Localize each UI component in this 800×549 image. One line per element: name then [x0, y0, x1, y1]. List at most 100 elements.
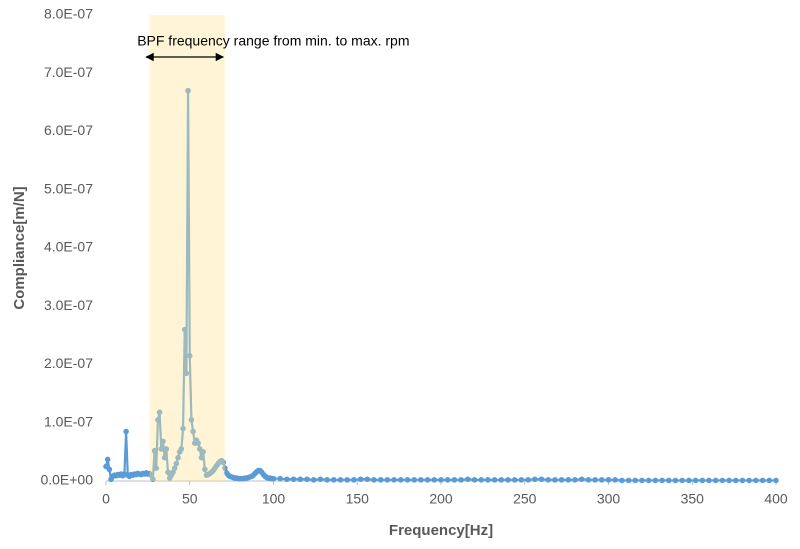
data-point [719, 477, 726, 484]
y-tick-label: 6.0E-07 [44, 122, 93, 138]
data-point [739, 477, 746, 484]
data-point [297, 476, 304, 483]
y-tick-label: 8.0E-07 [44, 6, 93, 22]
data-point [692, 477, 699, 484]
data-point [525, 477, 531, 483]
data-point [444, 477, 451, 483]
data-point [270, 475, 277, 482]
data-point [478, 477, 485, 483]
data-point [679, 477, 685, 484]
data-point [357, 476, 364, 483]
x-tick-label: 0 [102, 491, 110, 507]
x-tick-label: 350 [681, 491, 705, 507]
data-point [160, 438, 166, 445]
data-point [458, 477, 464, 483]
data-point [632, 477, 639, 484]
annotation-text: BPF frequency range from min. to max. rp… [137, 33, 409, 49]
data-point [733, 477, 739, 484]
data-point [161, 454, 168, 461]
data-point [173, 460, 180, 467]
data-point [151, 447, 158, 454]
data-point [465, 476, 471, 483]
data-point [753, 477, 759, 484]
data-point [317, 476, 324, 483]
data-point [104, 456, 111, 463]
y-tick-label: 3.0E-07 [44, 297, 93, 313]
data-point [304, 476, 310, 483]
data-point [686, 477, 692, 484]
data-point [404, 477, 411, 483]
data-point [198, 454, 205, 461]
data-point [186, 352, 193, 359]
y-tick-label: 0.0E+00 [40, 472, 93, 488]
data-point [371, 477, 377, 483]
data-point [773, 477, 779, 484]
data-point [666, 477, 672, 484]
data-point [645, 477, 652, 484]
data-point [200, 449, 206, 455]
data-point [485, 477, 491, 483]
x-tick-label: 200 [429, 491, 453, 507]
data-point [331, 477, 337, 483]
data-point [766, 477, 773, 484]
data-point [123, 428, 129, 435]
data-point [153, 465, 160, 471]
data-point [181, 326, 188, 333]
data-point [222, 465, 228, 471]
data-point [163, 446, 170, 452]
data-point [572, 477, 578, 483]
data-point [538, 476, 545, 483]
data-point [451, 477, 458, 483]
data-point [659, 477, 665, 484]
data-point [625, 477, 632, 484]
data-point [175, 454, 181, 461]
data-point [377, 477, 384, 483]
data-point [706, 477, 712, 484]
y-tick-label: 2.0E-07 [44, 355, 93, 371]
data-point [364, 476, 371, 483]
data-point [351, 477, 357, 483]
data-point [344, 477, 351, 483]
data-point [699, 477, 706, 484]
data-point [171, 465, 178, 471]
data-point [324, 477, 330, 483]
data-point [471, 477, 478, 483]
y-tick-label: 4.0E-07 [44, 239, 93, 255]
data-point [639, 477, 645, 484]
data-point [759, 477, 766, 484]
y-tick-label: 5.0E-07 [44, 180, 93, 196]
data-point [391, 477, 397, 483]
x-tick-label: 150 [346, 491, 370, 507]
data-point [552, 477, 558, 483]
data-point [438, 477, 444, 483]
data-point [411, 477, 418, 483]
data-point [712, 477, 719, 484]
x-tick-label: 50 [182, 491, 198, 507]
data-point [565, 477, 572, 483]
data-point [337, 477, 344, 483]
data-point [195, 440, 201, 446]
data-point [424, 477, 431, 483]
x-tick-label: 100 [262, 491, 286, 507]
data-point [183, 370, 190, 377]
data-point [220, 459, 227, 466]
data-point [672, 477, 679, 484]
data-point [158, 446, 165, 452]
data-point [746, 477, 752, 484]
y-axis-title: Compliance[m/N] [11, 186, 28, 309]
y-tick-label: 1.0E-07 [44, 413, 93, 429]
x-tick-label: 300 [597, 491, 621, 507]
data-point [518, 477, 525, 483]
data-point [545, 477, 551, 483]
data-point [491, 477, 498, 483]
data-point [398, 477, 404, 483]
data-point [202, 466, 208, 473]
data-point [599, 477, 605, 483]
data-point [156, 409, 163, 416]
data-point [612, 477, 618, 483]
data-point [619, 477, 625, 484]
data-point [585, 477, 592, 483]
shaded-region [149, 15, 225, 481]
data-point [592, 477, 598, 483]
